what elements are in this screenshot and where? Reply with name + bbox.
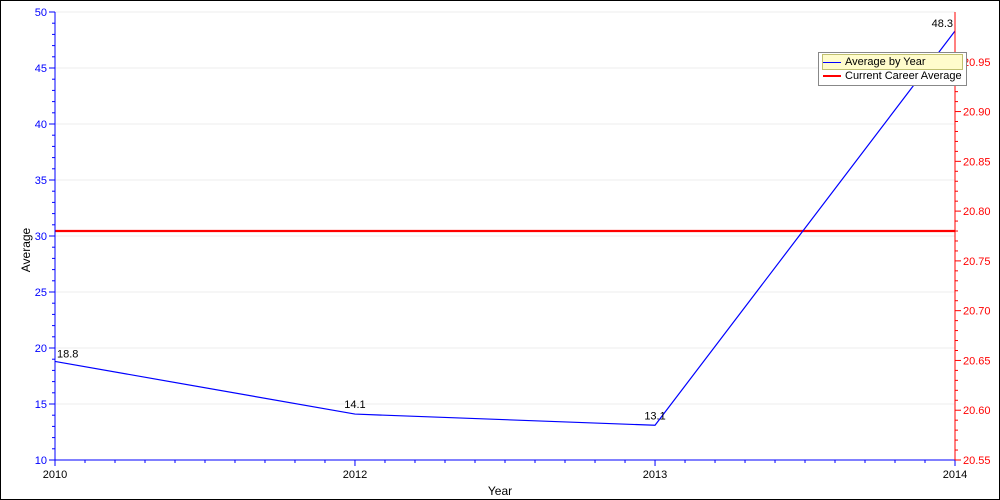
point-label: 18.8 [57, 348, 78, 360]
legend-item-avg_by_year[interactable]: Average by Year [823, 55, 962, 69]
y-right-tick-label: 20.95 [963, 57, 991, 69]
chart-container: 18.8 14.1 13.1 48.3 2010 2012 2013 2014 10 15 20 25… [0, 0, 1000, 500]
y-right-tick-label: 20.85 [963, 156, 991, 168]
y-left-tick-label: 45 [35, 63, 47, 75]
x-tick-label: 2014 [943, 469, 967, 481]
y-right-tick-label: 20.80 [963, 206, 991, 218]
y-left-tick-label: 40 [35, 119, 47, 131]
point-label: 13.1 [644, 410, 665, 422]
legend-swatch [823, 75, 841, 77]
x-tick-label: 2010 [43, 469, 67, 481]
legend-label: Current Career Average [845, 70, 962, 82]
y-right-tick-label: 20.60 [963, 405, 991, 417]
y-right-tick-label: 20.75 [963, 256, 991, 268]
y-left-tick-label: 15 [35, 399, 47, 411]
y-right-tick-label: 20.70 [963, 306, 991, 318]
y-left-tick-label: 25 [35, 287, 47, 299]
y-left-tick-label: 20 [35, 343, 47, 355]
legend: Average by Year Current Career Average [818, 52, 967, 86]
y-right-tick-label: 20.90 [963, 107, 991, 119]
y-axis-left-label: Average [19, 228, 33, 272]
y-right-tick-label: 20.65 [963, 355, 991, 367]
y-left-tick-label: 30 [35, 231, 47, 243]
legend-swatch [823, 62, 841, 63]
y-left-tick-label: 50 [35, 7, 47, 19]
x-tick-label: 2012 [343, 469, 367, 481]
series-avg-by-year [55, 31, 955, 425]
y-right-tick-label: 20.55 [963, 455, 991, 467]
y-left-tick-label: 10 [35, 455, 47, 467]
y-left-tick-label: 35 [35, 175, 47, 187]
point-label: 14.1 [344, 399, 365, 411]
x-axis-label: Year [488, 484, 512, 498]
x-tick-label: 2013 [643, 469, 667, 481]
point-label: 48.3 [932, 18, 953, 30]
legend-item-career_avg[interactable]: Current Career Average [823, 69, 962, 83]
legend-label: Average by Year [845, 56, 926, 68]
